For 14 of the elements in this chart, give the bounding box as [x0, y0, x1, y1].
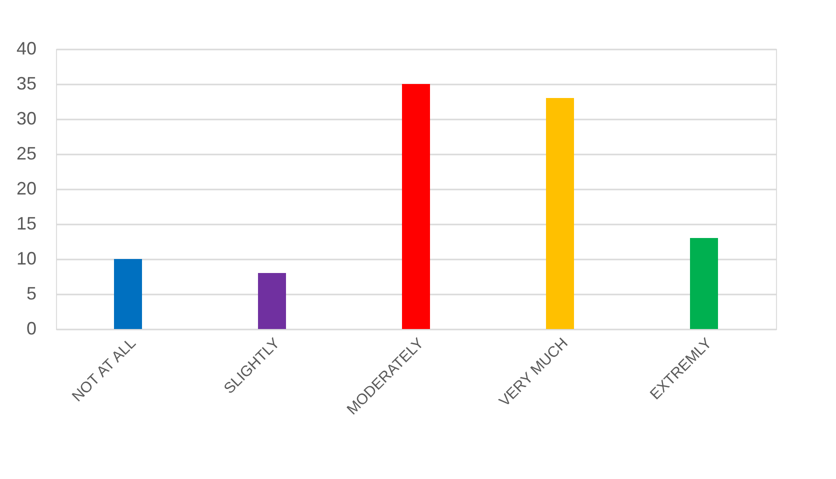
- y-tick-label: 0: [26, 318, 36, 338]
- y-tick-label: 40: [16, 38, 36, 58]
- y-tick-label: 10: [16, 248, 36, 268]
- bar: [546, 98, 574, 329]
- y-tick-label: 20: [16, 178, 36, 198]
- bar: [114, 259, 142, 329]
- y-tick-label: 30: [16, 108, 36, 128]
- y-tick-label: 5: [26, 284, 36, 304]
- y-tick-label: 35: [16, 74, 36, 94]
- y-tick-label: 15: [16, 214, 36, 234]
- bar: [402, 84, 430, 329]
- bar: [258, 273, 286, 329]
- y-tick-label: 25: [16, 144, 36, 164]
- bar: [690, 238, 718, 329]
